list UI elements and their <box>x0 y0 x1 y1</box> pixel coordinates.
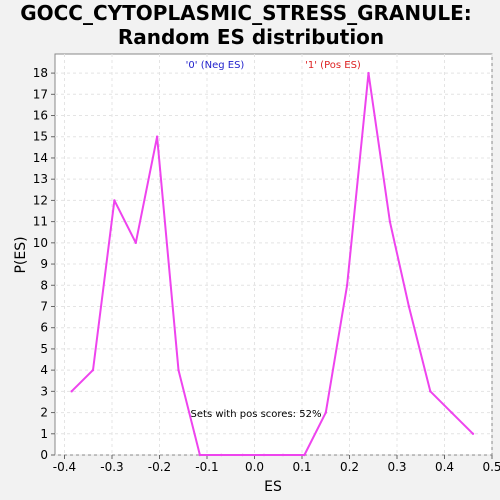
data-point <box>450 411 452 413</box>
data-point <box>220 454 222 456</box>
x-tick-label: 0.4 <box>435 460 454 474</box>
y-tick-label: 9 <box>40 257 48 271</box>
y-tick-label: 2 <box>40 406 48 420</box>
y-tick-label: 1 <box>40 427 48 441</box>
x-tick-label: 0.2 <box>340 460 359 474</box>
y-tick-label: 0 <box>40 448 48 462</box>
data-point <box>156 136 158 138</box>
data-point <box>429 390 431 392</box>
chart-title-line2: Random ES distribution <box>118 25 384 49</box>
y-tick-label: 10 <box>33 236 48 250</box>
data-point <box>263 454 265 456</box>
data-point <box>303 454 305 456</box>
y-tick-label: 17 <box>33 87 48 101</box>
data-point <box>282 454 284 456</box>
data-point <box>325 411 327 413</box>
data-point <box>70 390 72 392</box>
x-tick-label: -0.3 <box>100 460 123 474</box>
chart-title-line1: GOCC_CYTOPLASMIC_STRESS_GRANULE: <box>20 1 472 25</box>
y-tick-label: 5 <box>40 342 48 356</box>
data-point <box>177 369 179 371</box>
y-tick-label: 13 <box>33 172 48 186</box>
x-tick-label: 0.5 <box>482 460 500 474</box>
data-point <box>346 284 348 286</box>
y-tick-label: 3 <box>40 384 48 398</box>
x-axis-label: ES <box>264 479 282 495</box>
x-tick-label: 0.0 <box>245 460 264 474</box>
plot-area <box>55 54 492 455</box>
y-tick-label: 18 <box>33 66 48 80</box>
data-point <box>113 199 115 201</box>
y-tick-label: 4 <box>40 363 48 377</box>
data-point <box>241 454 243 456</box>
y-tick-label: 16 <box>33 109 48 123</box>
y-tick-label: 12 <box>33 193 48 207</box>
y-tick-label: 7 <box>40 299 48 313</box>
data-point <box>199 454 201 456</box>
data-point <box>472 433 474 435</box>
x-tick-label: 0.3 <box>387 460 406 474</box>
legend-neg-es: '0' (Neg ES) <box>186 60 245 71</box>
data-point <box>92 369 94 371</box>
x-tick-label: -0.1 <box>195 460 218 474</box>
x-tick-label: -0.2 <box>148 460 171 474</box>
x-tick-label: -0.4 <box>53 460 76 474</box>
data-point <box>389 220 391 222</box>
data-point <box>367 72 369 74</box>
y-tick-label: 11 <box>33 215 48 229</box>
data-point <box>408 305 410 307</box>
y-tick-label: 15 <box>33 130 48 144</box>
data-point <box>135 242 137 244</box>
pos-scores-annotation: Sets with pos scores: 52% <box>191 409 322 420</box>
y-tick-label: 14 <box>33 151 48 165</box>
y-axis-label: P(ES) <box>13 236 29 273</box>
y-tick-label: 8 <box>40 278 48 292</box>
x-axis-ticks: -0.4 -0.3 -0.2 -0.1 0.0 0.1 0.2 0.3 0.4 0.5 <box>53 455 500 474</box>
y-tick-label: 6 <box>40 321 48 335</box>
legend-pos-es: '1' (Pos ES) <box>305 60 361 71</box>
x-tick-label: 0.1 <box>292 460 311 474</box>
